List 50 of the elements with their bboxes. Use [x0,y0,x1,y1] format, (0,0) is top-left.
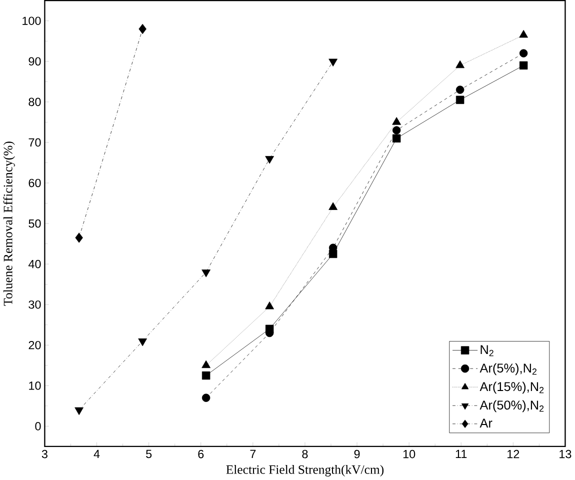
y-tick-label: 90 [28,57,41,66]
x-tick-label: 11 [456,450,467,458]
x-tick-label: 4 [94,450,100,458]
point [202,394,210,402]
point [519,30,528,38]
y-tick-label: 80 [28,98,41,106]
x-tick-label: 9 [354,450,360,458]
point [456,96,464,104]
point [519,49,528,58]
point [456,60,464,68]
legend-label: Ar [480,418,492,428]
legend-label: Ar(15%),N$_{2}$ [480,382,544,394]
y-tick-label: 20 [28,341,41,350]
x-tick-label: 10 [403,450,416,458]
y-tick-label: 30 [28,300,41,309]
x-tick-label: 6 [198,450,204,458]
y-tick-label: 100 [22,16,41,26]
y-axis-title: Toluene Removal Efficiency(%) [3,142,15,306]
y-tick-label: 10 [29,382,41,390]
point [392,126,401,135]
x-tick-label: 12 [508,450,520,458]
point [138,338,147,346]
x-tick-label: 7 [250,450,256,458]
x-tick-label: 8 [302,450,308,458]
point [519,61,528,70]
x-tick-label: 13 [560,450,572,458]
y-tick-label: 40 [28,260,41,268]
point [202,372,210,380]
point [202,270,210,278]
y-tick-label: 50 [28,219,41,228]
x-tick-label: 5 [146,450,152,458]
point [202,360,210,368]
point [74,407,84,416]
y-tick-label: 70 [28,138,41,147]
point [75,232,83,243]
legend-label: N$_{2}$ [480,345,494,356]
point [456,86,464,94]
y-tick-label: 60 [28,178,41,188]
point [392,117,401,125]
y-tick-label: 0 [35,422,41,430]
point [265,156,274,164]
x-tick-label: 3 [42,450,48,458]
point [265,302,274,310]
point [392,134,401,143]
point [328,202,338,210]
point [138,24,146,34]
legend-label: Ar(5%),N$_{2}$ [480,363,536,376]
legend-label: Ar(50%),N$_{2}$ [480,400,544,412]
point [328,58,338,67]
x-axis-title: Electric Field Strength(kV/cm) [226,465,384,477]
